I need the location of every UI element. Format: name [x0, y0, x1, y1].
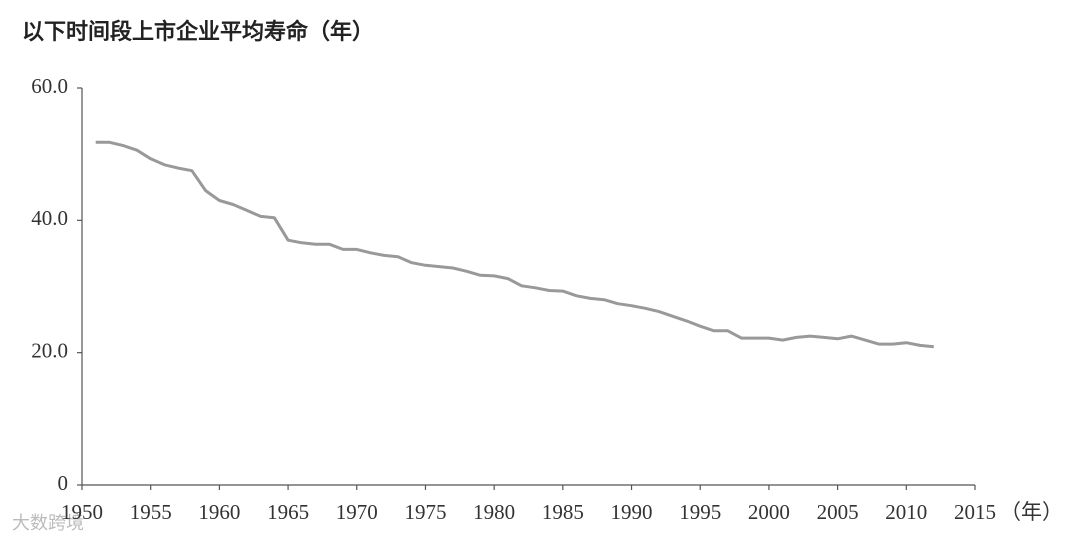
y-tick-label: 40.0: [31, 206, 68, 230]
x-tick-label: 1950: [61, 500, 103, 524]
x-tick-label: 2010: [885, 500, 927, 524]
x-tick-label: 1955: [130, 500, 172, 524]
x-tick-label: 1965: [267, 500, 309, 524]
x-tick-label: 1990: [611, 500, 653, 524]
x-tick-label: 1960: [198, 500, 240, 524]
x-tick-label: 2000: [748, 500, 790, 524]
x-tick-label: 1980: [473, 500, 515, 524]
y-tick-label: 0: [58, 471, 69, 495]
watermark: 大数跨境: [12, 513, 84, 534]
x-tick-label: 1970: [336, 500, 378, 524]
x-tick-label: 1975: [404, 500, 446, 524]
y-tick-label: 20.0: [31, 338, 68, 362]
chart-title: 以下时间段上市企业平均寿命（年）: [22, 19, 374, 45]
line: [95, 140, 934, 349]
x-axis-label: （年）: [1000, 500, 1063, 524]
y-tick-label: 60.0: [31, 74, 68, 98]
x-tick-label: 2005: [817, 500, 859, 524]
x-tick-label: 1985: [542, 500, 584, 524]
x-tick-label: 1995: [679, 500, 721, 524]
x-tick-label: 2015: [954, 500, 996, 524]
